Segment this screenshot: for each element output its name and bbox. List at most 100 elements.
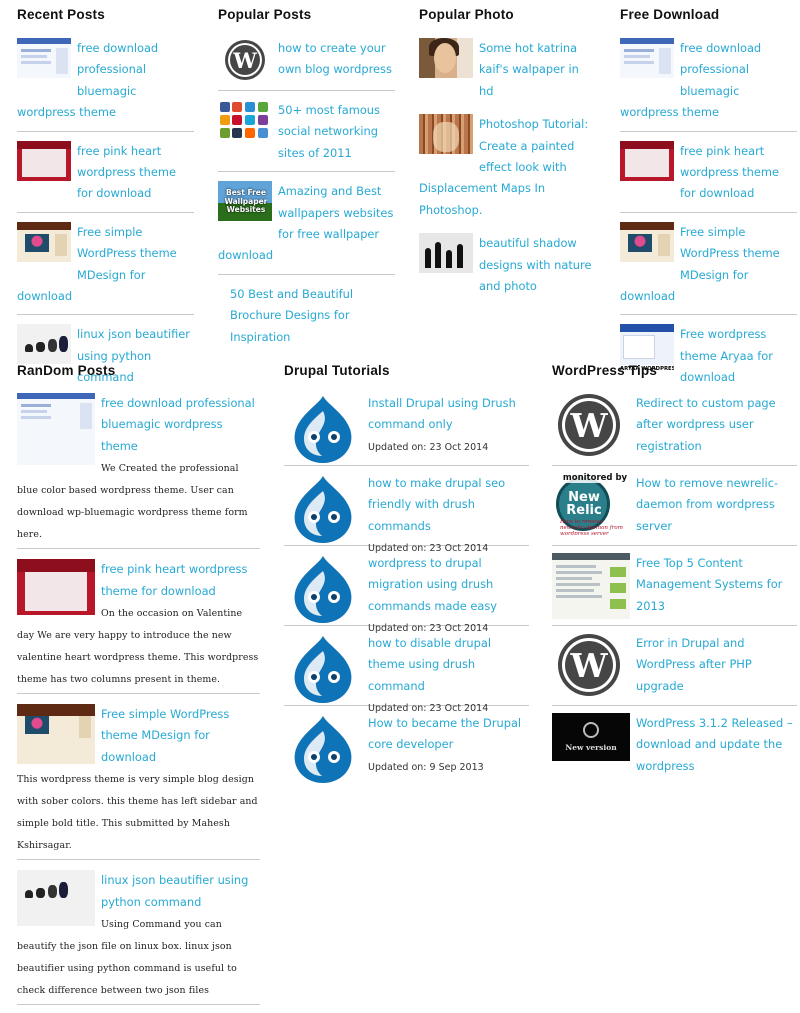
list-item: Photoshop Tutorial: Create a painted eff… [419, 113, 596, 224]
post-link[interactable]: Free simple WordPress theme MDesign for … [17, 224, 177, 304]
post-link[interactable]: free pink heart wordpress theme for down… [680, 143, 779, 201]
widget-title: Popular Photo [419, 7, 514, 22]
post-link[interactable]: Free simple WordPress theme MDesign for … [101, 707, 230, 764]
thumbnail-caption: How to remove newrelic-daemon from wordp… [560, 519, 623, 535]
post-link[interactable]: how to make drupal seo friendly with dru… [368, 476, 506, 533]
list-item: 50+ most famous social networking sites … [218, 99, 395, 173]
post-link[interactable]: Error in Drupal and WordPress after PHP … [636, 636, 752, 693]
list-item: 50 Best and Beautiful Brochure Designs f… [218, 283, 395, 355]
linux-evolution-thumbnail[interactable] [17, 324, 71, 365]
post-link[interactable]: 50+ most famous social networking sites … [278, 103, 380, 160]
pink-heart-theme-thumbnail[interactable] [17, 559, 95, 616]
post-link[interactable]: Redirect to custom page after wordpress … [636, 396, 776, 453]
post-link[interactable]: How to became the Drupal core developer [368, 716, 522, 752]
post-link[interactable]: linux json beautifier using python comma… [77, 327, 190, 385]
post-link[interactable]: Install Drupal using Drush command only [368, 396, 516, 432]
widget-random-posts: RanDom Posts free download professional … [17, 363, 260, 1013]
post-link[interactable]: beautiful shadow designs with nature and… [479, 236, 592, 294]
post-link[interactable]: free download professional bluemagic wor… [620, 41, 762, 120]
widget-title: Free Download [620, 7, 720, 22]
drupal-drop-icon[interactable] [284, 393, 362, 463]
drupal-drop-icon[interactable] [284, 633, 362, 703]
drupal-drop-icon[interactable] [284, 473, 362, 543]
bluemagic-theme-thumbnail[interactable] [17, 38, 71, 78]
social-networks-thumbnail[interactable] [218, 100, 272, 140]
list-item: how to disable drupal theme using drush … [284, 632, 529, 714]
svg-text:W: W [232, 48, 257, 73]
list-item: linux json beautifier using python comma… [17, 869, 260, 1006]
post-link[interactable]: Free wordpress theme Aryaa for download [680, 327, 773, 385]
wordpress-logo-icon[interactable]: W [552, 393, 630, 457]
thumbnail-caption: Best Free Wallpaper Websites [224, 188, 268, 215]
list-item: Best Free Wallpaper Websites Amazing and… [218, 180, 395, 275]
list-item: Install Drupal using Drush command only … [284, 392, 529, 466]
widget-title: Drupal Tutorials [284, 363, 390, 378]
list-item: linux json beautifier using python comma… [17, 323, 194, 395]
updated-date: Updated on: 23 Oct 2014 [368, 543, 489, 555]
post-link[interactable]: linux json beautifier using python comma… [101, 873, 249, 909]
mdesign-theme-thumbnail[interactable] [17, 221, 71, 262]
best-free-wallpaper-thumbnail[interactable]: Best Free Wallpaper Websites [218, 181, 272, 222]
photoshop-tutorial-thumbnail[interactable] [419, 114, 473, 155]
pink-heart-theme-thumbnail[interactable] [17, 140, 71, 181]
wordpress-logo-icon[interactable]: W [218, 38, 272, 82]
post-excerpt: We Created the professional blue color b… [17, 463, 248, 541]
post-link[interactable]: how to disable drupal theme using drush … [368, 636, 492, 693]
wordpress-logo-icon[interactable]: W [552, 633, 630, 697]
thumbnail-caption: ARYAA WORDPRESS THEME [620, 365, 674, 375]
list-item: free pink heart wordpress theme for down… [17, 558, 260, 695]
list-item: ARYAA WORDPRESS THEME Free wordpress the… [620, 323, 797, 395]
post-link[interactable]: Amazing and Best wallpapers websites for… [218, 184, 394, 263]
katrina-photo-thumbnail[interactable] [419, 38, 473, 78]
list-item: Free simple WordPress theme MDesign for … [17, 221, 194, 316]
updated-date: Updated on: 23 Oct 2014 [368, 623, 489, 635]
mdesign-theme-thumbnail[interactable] [17, 704, 95, 765]
cms-screenshot-thumbnail[interactable] [552, 553, 630, 619]
post-link[interactable]: Photoshop Tutorial: Create a painted eff… [419, 117, 589, 217]
bluemagic-theme-thumbnail[interactable] [620, 38, 674, 78]
post-excerpt: Using Command you can beautify the json … [17, 919, 237, 997]
post-link[interactable]: Free simple WordPress theme MDesign for … [620, 224, 780, 304]
list-item: free download professional bluemagic wor… [620, 37, 797, 132]
list-item: monitored by New Relic How to remove new… [552, 472, 797, 546]
post-link[interactable]: free pink heart wordpress theme for down… [77, 143, 176, 201]
post-link[interactable]: WordPress 3.1.2 Released – download and … [636, 716, 793, 773]
post-link[interactable]: How to remove newrelic-daemon from wordp… [636, 476, 779, 533]
aryaa-theme-thumbnail[interactable]: ARYAA WORDPRESS THEME [620, 324, 674, 375]
post-link[interactable]: free pink heart wordpress theme for down… [101, 562, 248, 598]
post-link[interactable]: wordpress to drupal migration using drus… [368, 556, 498, 613]
post-link[interactable]: 50 Best and Beautiful Brochure Designs f… [230, 286, 354, 344]
updated-date: Updated on: 9 Sep 2013 [368, 761, 484, 773]
widget-title: Recent Posts [17, 7, 105, 22]
bluemagic-theme-thumbnail[interactable] [17, 393, 95, 465]
widget-recent-posts: Recent Posts free download professional … [17, 7, 194, 404]
post-link[interactable]: how to create your own blog wordpress [278, 41, 392, 77]
shadow-design-thumbnail[interactable] [419, 233, 473, 274]
list-item: How to became the Drupal core developer … [284, 712, 529, 785]
list-item: W how to create your own blog wordpress [218, 37, 395, 91]
drupal-drop-icon[interactable] [284, 553, 362, 623]
mdesign-theme-thumbnail[interactable] [620, 221, 674, 262]
post-link[interactable]: Free Top 5 Content Management Systems fo… [636, 556, 783, 613]
list-item: Some hot katrina kaif's walpaper in hd [419, 37, 596, 105]
new-relic-thumbnail[interactable]: monitored by New Relic How to remove new… [552, 473, 630, 535]
widget-title: Popular Posts [218, 7, 312, 22]
list-item: how to make drupal seo friendly with dru… [284, 472, 529, 554]
post-excerpt: On the occasion on Valentine day We are … [17, 608, 259, 686]
post-link[interactable]: free download professional bluemagic wor… [101, 396, 255, 453]
updated-date: Updated on: 23 Oct 2014 [368, 703, 489, 715]
pink-heart-theme-thumbnail[interactable] [620, 140, 674, 181]
new-version-thumbnail[interactable]: New version [552, 713, 630, 761]
list-item: free download professional bluemagic wor… [17, 392, 260, 550]
linux-evolution-thumbnail[interactable] [17, 870, 95, 927]
list-item: New version WordPress 3.1.2 Released – d… [552, 712, 797, 773]
list-item: beautiful shadow designs with nature and… [419, 232, 596, 304]
post-link[interactable]: Some hot katrina kaif's walpaper in hd [479, 41, 579, 98]
list-item: free pink heart wordpress theme for down… [620, 140, 797, 213]
thumbnail-caption: New Relic [566, 490, 602, 518]
list-item: free download professional bluemagic wor… [17, 37, 194, 132]
widget-wordpress-tips: WordPress Tips W Redirect to custom page… [552, 363, 797, 780]
drupal-drop-icon[interactable] [284, 713, 362, 783]
post-link[interactable]: free download professional bluemagic wor… [17, 41, 159, 120]
list-item: Free simple WordPress theme MDesign for … [17, 703, 260, 861]
